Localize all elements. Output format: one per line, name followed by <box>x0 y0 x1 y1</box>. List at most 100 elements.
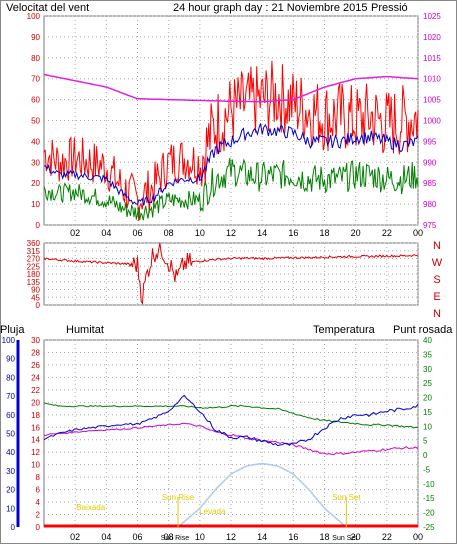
xtick-wind-5: 12 <box>226 228 236 238</box>
tick-wind-right-2: 985 <box>423 179 437 188</box>
tick-rain-left-10: 20 <box>31 398 40 407</box>
astro-sunrise-label: Sun Rise <box>162 493 195 502</box>
tick-temp-right-1: -20 <box>423 509 435 518</box>
astro-moonset-label: Baixada <box>76 503 105 512</box>
header-wind-title: Velocitat del vent <box>6 2 89 14</box>
tick-wind-left-8: 80 <box>31 54 40 63</box>
tick-temp-right-9: 20 <box>423 394 432 403</box>
panel-bottom-frame <box>43 339 419 528</box>
tick-rain-left-0: 0 <box>36 523 41 532</box>
tick-temp-right-8: 15 <box>423 408 432 417</box>
compass-0: N <box>433 240 441 252</box>
xtick-bottom-6: 14 <box>257 532 267 542</box>
label-humidity: Humitat <box>66 324 104 336</box>
tick-dir-left-2: 90 <box>31 286 40 295</box>
tick-dir-left-3: 135 <box>27 278 41 287</box>
tick-wind-left-1: 10 <box>31 200 40 209</box>
tick-rain-left-14: 28 <box>31 348 40 357</box>
tick-temp-right-4: -5 <box>423 465 431 474</box>
xtick-bottom-3: 08 <box>164 532 174 542</box>
tick-temp-right-11: 30 <box>423 365 432 374</box>
series-pressure <box>43 73 419 103</box>
tick-dir-left-7: 315 <box>27 247 41 256</box>
tick-rain-left-4: 8 <box>36 473 41 482</box>
tick-temp-right-0: -25 <box>423 523 435 532</box>
xtick-wind-9: 20 <box>351 228 361 238</box>
tick-temp-right-10: 25 <box>423 379 432 388</box>
tick-humidity-7: 70 <box>6 392 15 401</box>
tick-humidity-10: 100 <box>2 336 16 345</box>
xaxis-sunset-label: Sun Set <box>332 535 357 542</box>
xtick-wind-4: 10 <box>195 228 205 238</box>
label-rain: Pluja <box>0 324 25 336</box>
tick-rain-left-9: 18 <box>31 411 40 420</box>
tick-rain-left-12: 24 <box>31 373 40 382</box>
tick-wind-left-0: 0 <box>36 221 41 230</box>
astro-sunset-label: Sun Set <box>332 493 361 502</box>
series-wind-avg <box>43 123 419 206</box>
tick-humidity-5: 50 <box>6 430 15 439</box>
compass-2: S <box>433 274 440 286</box>
compass-1: W <box>432 257 443 269</box>
series-dewpoint <box>43 422 419 456</box>
tick-rain-left-15: 30 <box>31 336 40 345</box>
astro-moonrise-label: Levada <box>199 507 226 516</box>
series-temperature <box>43 402 419 429</box>
xtick-bottom-11: 00 <box>413 532 423 542</box>
tick-rain-left-5: 10 <box>31 461 40 470</box>
xtick-wind-2: 06 <box>132 228 142 238</box>
tick-humidity-9: 90 <box>6 355 15 364</box>
compass-4: N <box>433 308 441 320</box>
header-date-title: 24 hour graph day : 21 Noviembre 2015 <box>173 2 367 14</box>
tick-dir-left-1: 45 <box>31 293 40 302</box>
xtick-bottom-9: 20 <box>351 532 361 542</box>
xtick-wind-1: 04 <box>101 228 111 238</box>
xtick-wind-6: 14 <box>257 228 267 238</box>
tick-wind-left-6: 60 <box>31 96 40 105</box>
label-dewpoint: Punt rosada <box>393 324 453 336</box>
tick-dir-left-4: 180 <box>27 270 41 279</box>
tick-dir-left-5: 225 <box>27 262 41 271</box>
tick-wind-right-1: 980 <box>423 200 437 209</box>
tick-wind-right-4: 995 <box>423 137 437 146</box>
tick-dir-left-8: 360 <box>27 239 41 248</box>
tick-temp-right-6: 5 <box>423 437 428 446</box>
xtick-wind-11: 00 <box>413 228 423 238</box>
series-wind-low <box>43 157 419 221</box>
tick-temp-right-12: 35 <box>423 350 432 359</box>
header-pressure-title: Pressió <box>371 2 408 14</box>
series-humidity <box>43 394 419 447</box>
tick-humidity-6: 60 <box>6 411 15 420</box>
tick-temp-right-7: 10 <box>423 422 432 431</box>
tick-wind-right-9: 1020 <box>423 33 441 42</box>
tick-temp-right-5: 0 <box>423 451 428 460</box>
label-temperature: Temperatura <box>313 324 376 336</box>
plot-layer: 0102030405060708090100975980985990995100… <box>2 12 443 542</box>
xaxis-sunrise-label: Sun Rise <box>161 535 190 542</box>
tick-dir-left-0: 0 <box>36 301 41 310</box>
xtick-bottom-1: 04 <box>101 532 111 542</box>
tick-wind-right-5: 1000 <box>423 117 441 126</box>
tick-wind-right-3: 990 <box>423 158 437 167</box>
tick-wind-left-7: 70 <box>31 75 40 84</box>
tick-humidity-3: 30 <box>6 467 15 476</box>
xtick-bottom-7: 16 <box>288 532 298 542</box>
tick-wind-right-7: 1010 <box>423 75 441 84</box>
series-wind-direction <box>43 242 419 305</box>
tick-humidity-2: 20 <box>6 486 15 495</box>
tick-dir-left-6: 270 <box>27 255 41 264</box>
xtick-wind-7: 16 <box>288 228 298 238</box>
tick-wind-right-8: 1015 <box>423 54 441 63</box>
xtick-bottom-4: 10 <box>195 532 205 542</box>
tick-wind-left-3: 30 <box>31 158 40 167</box>
series-sun-arc <box>177 462 347 528</box>
xtick-bottom-5: 12 <box>226 532 236 542</box>
tick-rain-left-11: 22 <box>31 386 40 395</box>
tick-wind-left-5: 50 <box>31 117 40 126</box>
tick-rain-left-2: 4 <box>36 498 41 507</box>
xtick-wind-8: 18 <box>319 228 329 238</box>
tick-humidity-1: 10 <box>6 504 15 513</box>
tick-temp-right-13: 40 <box>423 336 432 345</box>
xtick-wind-10: 22 <box>382 228 392 238</box>
